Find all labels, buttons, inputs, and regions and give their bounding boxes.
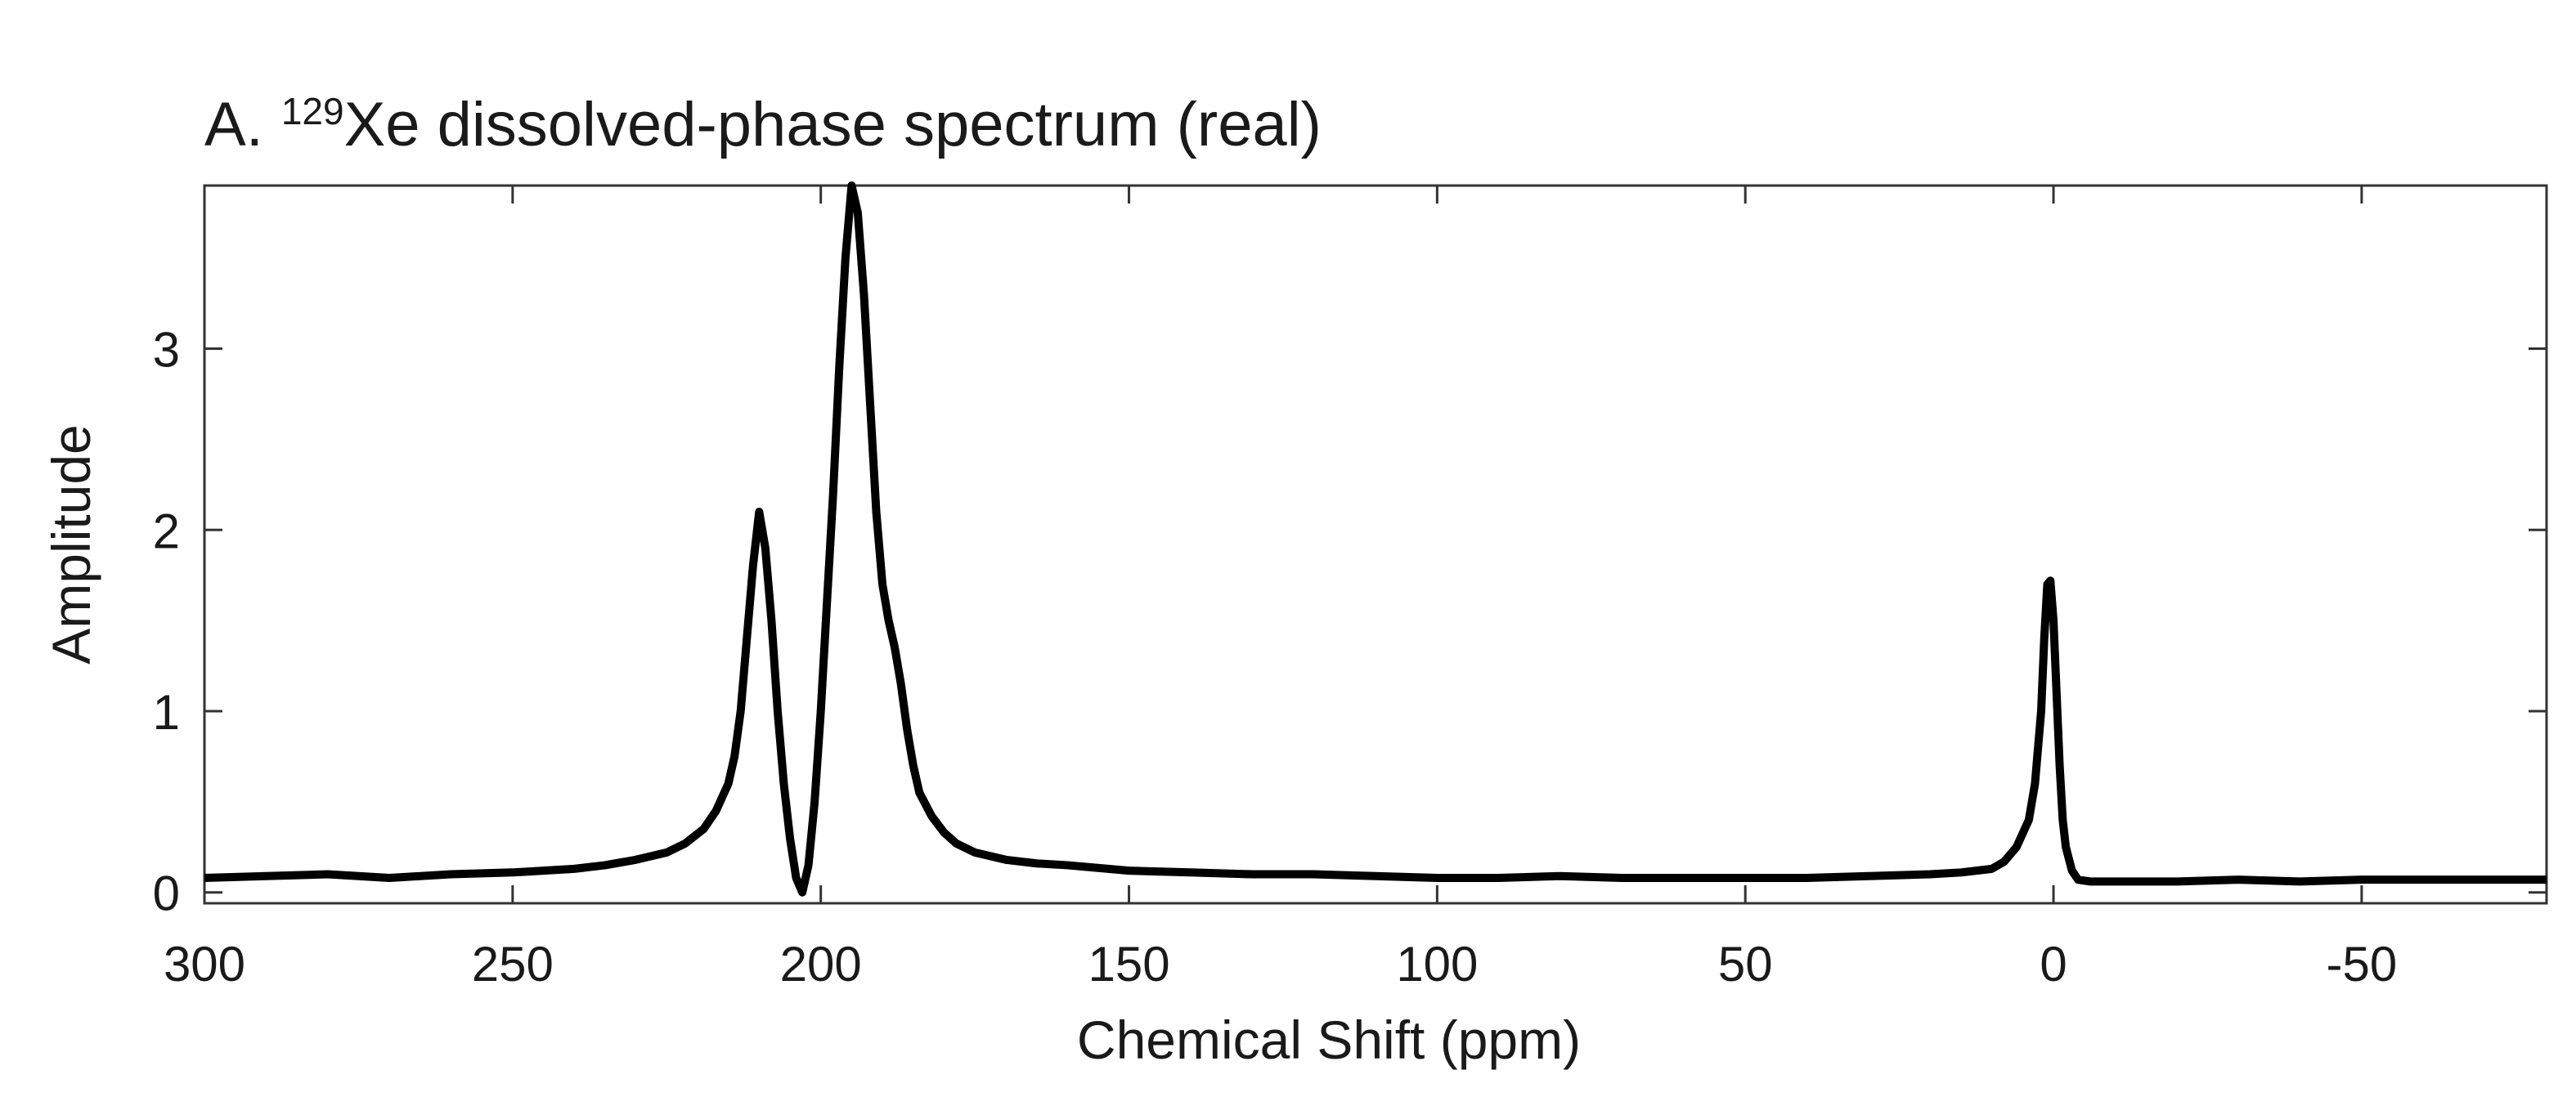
y-axis-label: Amplitude <box>41 424 101 665</box>
plot-frame <box>203 184 2548 905</box>
y-tick-label: 2 <box>153 504 180 558</box>
y-tick-label: 1 <box>153 685 180 740</box>
chart-title: A. 129Xe dissolved-phase spectrum (real) <box>204 90 1322 159</box>
x-axis-label: Chemical Shift (ppm) <box>1077 1010 1581 1070</box>
spectrum-line <box>204 181 2547 897</box>
x-tick-label: 250 <box>472 937 554 992</box>
x-tick-label: 200 <box>780 937 862 992</box>
title-rest: Xe dissolved-phase spectrum (real) <box>344 90 1322 159</box>
x-tick-label: 100 <box>1396 937 1478 992</box>
y-tick-label: 0 <box>153 866 180 921</box>
x-tick-label: -50 <box>2327 937 2398 992</box>
title-isotope: 129 <box>281 90 344 132</box>
title-label: A. <box>204 90 263 159</box>
x-tick-label: 50 <box>1718 937 1773 992</box>
x-tick-label: 0 <box>2040 937 2067 992</box>
x-tick-label: 300 <box>164 937 245 992</box>
x-tick-label: 150 <box>1088 937 1169 992</box>
y-tick-label: 3 <box>153 323 180 378</box>
